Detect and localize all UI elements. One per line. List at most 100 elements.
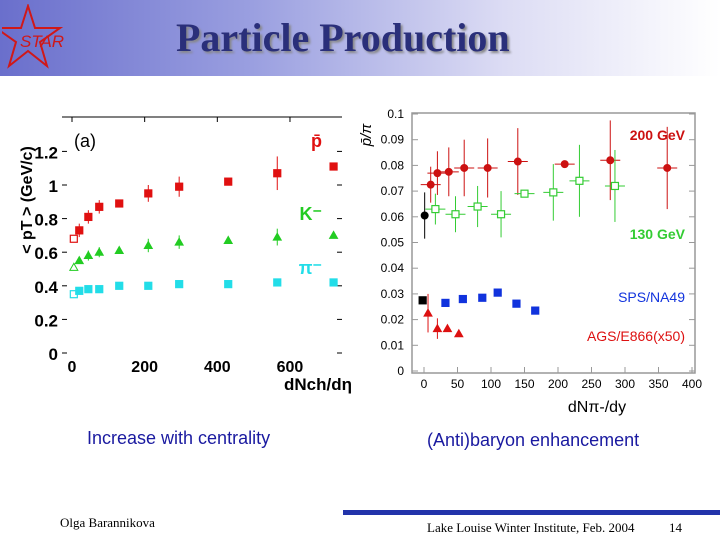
x-tick-label: 300 xyxy=(615,377,635,391)
y-tick-label: 0 xyxy=(397,364,404,378)
open-data-point xyxy=(68,262,79,271)
y-tick-label: 1 xyxy=(49,177,58,196)
x-tick-label: 400 xyxy=(682,377,702,391)
x-tick-label: 0 xyxy=(68,359,77,376)
y-tick-label: 0.4 xyxy=(34,278,58,297)
legend-label: K⁻ xyxy=(300,204,323,224)
y-tick-label: 0 xyxy=(49,345,58,364)
legend-label: 200 GeV xyxy=(630,127,686,143)
legend-label: π⁻ xyxy=(299,258,322,278)
data-point xyxy=(442,323,453,333)
y-tick-label: 0.01 xyxy=(381,338,405,352)
data-point xyxy=(531,306,540,315)
data-point xyxy=(115,281,124,290)
data-point xyxy=(512,299,521,308)
y-tick-label: 0.6 xyxy=(34,244,58,263)
y-tick-label: 0.09 xyxy=(381,133,405,147)
data-point xyxy=(144,189,153,198)
x-axis-label: dNch/dη xyxy=(284,375,352,394)
data-point xyxy=(575,176,584,185)
data-point xyxy=(84,212,93,222)
y-tick-label: 1.2 xyxy=(34,143,58,162)
data-point xyxy=(94,247,105,256)
logo-text: STAR xyxy=(20,32,64,51)
y-axis-label: p̄/π xyxy=(358,123,375,148)
y-tick-label: 0.06 xyxy=(381,210,405,224)
event: Lake Louise Winter Institute, Feb. 2004 xyxy=(427,520,635,535)
data-point xyxy=(433,169,442,178)
page-number: 14 xyxy=(669,520,682,535)
legend-label: 130 GeV xyxy=(630,226,686,242)
data-point xyxy=(444,167,453,176)
data-point xyxy=(75,286,84,295)
footer-bar xyxy=(343,510,720,515)
legend-label: p̄ xyxy=(311,131,322,151)
x-tick-label: 0 xyxy=(421,377,428,391)
data-point xyxy=(75,226,84,235)
data-point xyxy=(224,280,233,289)
y-axis-label: < pT > (GeV/c) xyxy=(19,146,36,254)
data-point xyxy=(328,230,339,239)
data-point xyxy=(143,240,154,249)
data-point xyxy=(610,181,620,191)
x-tick-label: 150 xyxy=(514,377,534,391)
data-point xyxy=(451,210,460,219)
y-tick-label: 0.1 xyxy=(387,107,404,121)
data-point xyxy=(423,308,433,317)
data-point xyxy=(144,281,153,290)
x-tick-label: 100 xyxy=(481,377,501,391)
data-point xyxy=(418,296,427,305)
panel-label: (a) xyxy=(74,131,96,151)
data-point xyxy=(83,250,94,260)
data-point xyxy=(513,157,522,166)
data-point xyxy=(115,199,124,208)
x-tick-label: 600 xyxy=(277,359,304,376)
y-tick-label: 0.03 xyxy=(381,287,405,301)
data-point xyxy=(496,210,506,219)
mean-pt-chart: 0 0.2 0.4 0.6 0.8 1 1.2 0 200 400 600 < pT > (GeV/c… xyxy=(19,116,352,394)
x-tick-label: 200 xyxy=(548,377,568,391)
x-tick-label: 200 xyxy=(131,359,158,376)
data-point xyxy=(549,188,558,197)
data-point xyxy=(560,160,569,169)
y-tick-label: 0.04 xyxy=(381,261,405,275)
pbar-pi-ratio-chart: 0 0.01 0.02 0.03 0.04 0.05 0.06 0.07 0.08 0.09 0.1… xyxy=(358,107,702,416)
y-tick-label: 0.2 xyxy=(34,311,58,330)
data-point xyxy=(426,180,435,189)
y-tick-label: 0.05 xyxy=(381,236,405,250)
x-tick-label: 250 xyxy=(581,377,601,391)
data-point xyxy=(84,285,93,294)
x-tick-label: 50 xyxy=(451,377,465,391)
data-point xyxy=(272,232,283,241)
slide-title: Particle Production xyxy=(176,15,510,60)
data-point xyxy=(273,169,282,178)
left-caption: Increase with centrality xyxy=(87,428,271,448)
y-tick-label: 0.02 xyxy=(381,313,405,327)
data-point xyxy=(606,156,615,165)
data-point xyxy=(329,162,338,171)
x-axis-label: dNπ-/dy xyxy=(568,399,626,416)
data-point xyxy=(432,323,443,333)
y-tick-label: 0.8 xyxy=(34,211,58,230)
legend-label: SPS/NA49 xyxy=(618,289,685,305)
data-point xyxy=(441,298,450,307)
star-logo: STAR xyxy=(2,4,64,69)
data-point xyxy=(483,163,492,172)
data-point xyxy=(224,177,233,186)
slide-header xyxy=(0,0,720,76)
data-point xyxy=(223,235,234,244)
data-point xyxy=(431,204,440,214)
data-point xyxy=(420,211,429,220)
data-point xyxy=(174,237,185,246)
data-point xyxy=(175,182,184,191)
data-point xyxy=(520,189,529,198)
open-data-point xyxy=(69,234,78,243)
y-tick-label: 0.08 xyxy=(381,158,405,172)
data-point xyxy=(273,278,282,287)
data-point xyxy=(663,163,672,172)
data-point xyxy=(95,285,104,294)
data-point xyxy=(329,278,338,287)
data-point xyxy=(114,245,125,255)
author: Olga Barannikova xyxy=(60,515,155,530)
x-tick-label: 350 xyxy=(648,377,668,391)
